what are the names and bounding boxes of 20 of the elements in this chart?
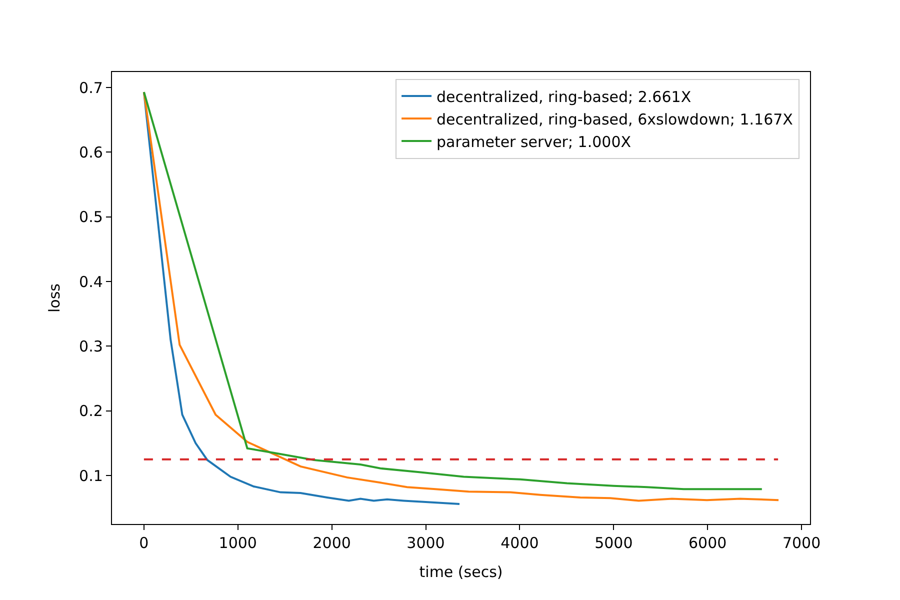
x-tick-label: 2000 xyxy=(312,534,351,552)
y-tick-label: 0.1 xyxy=(79,466,103,485)
legend-label: decentralized, ring-based; 2.661X xyxy=(436,88,692,106)
x-axis-title: time (secs) xyxy=(419,563,503,582)
x-tick-label: 0 xyxy=(139,534,149,552)
legend-label: decentralized, ring-based, 6xslowdown; 1.167X xyxy=(436,110,793,128)
y-tick-label: 0.5 xyxy=(79,208,103,226)
x-tick-label: 3000 xyxy=(406,534,445,552)
x-tick-label: 4000 xyxy=(500,534,539,552)
x-tick-label: 7000 xyxy=(782,534,821,552)
y-tick-label: 0.2 xyxy=(79,402,103,420)
y-tick-label: 0.7 xyxy=(79,78,103,97)
x-tick-label: 1000 xyxy=(218,534,257,552)
x-tick-label: 6000 xyxy=(688,534,727,552)
y-tick-label: 0.6 xyxy=(79,143,103,162)
y-tick-label: 0.3 xyxy=(79,337,103,356)
y-tick-label: 0.4 xyxy=(79,272,103,291)
x-tick-label: 5000 xyxy=(594,534,633,552)
y-axis-title: loss xyxy=(45,283,64,312)
legend-label: parameter server; 1.000X xyxy=(436,132,632,151)
